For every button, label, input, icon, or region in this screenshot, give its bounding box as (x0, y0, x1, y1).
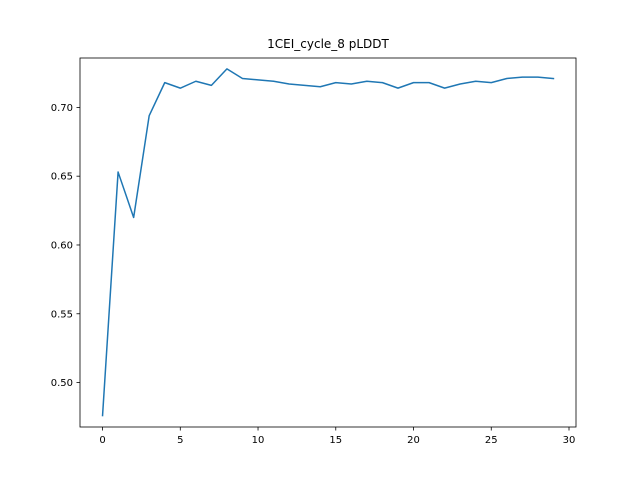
y-tick-label: 0.70 (51, 103, 73, 114)
y-tick-label: 0.60 (51, 240, 73, 251)
x-tick-label: 15 (329, 435, 342, 446)
axes-frame (79, 57, 577, 428)
chart-title: 1CEI_cycle_8 pLDDT (267, 37, 389, 51)
x-tick-label: 5 (177, 435, 183, 446)
x-tick-label: 25 (485, 435, 498, 446)
y-tick-label: 0.55 (51, 309, 73, 320)
x-tick-label: 30 (563, 435, 576, 446)
x-tick-label: 0 (99, 435, 105, 446)
y-tick-label: 0.65 (51, 172, 73, 183)
plot-area (101, 68, 555, 417)
axis-ticks: 0 5 10 15 20 25 30 0.50 0.55 0.60 0.65 0.70 (51, 103, 576, 446)
y-tick-label: 0.50 (51, 378, 73, 389)
x-tick-label: 20 (407, 435, 420, 446)
series-line (101, 68, 555, 417)
x-tick-label: 10 (252, 435, 265, 446)
